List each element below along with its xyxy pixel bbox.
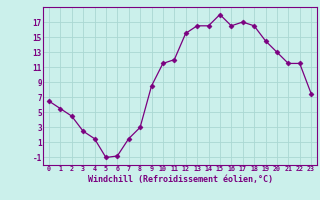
X-axis label: Windchill (Refroidissement éolien,°C): Windchill (Refroidissement éolien,°C): [87, 175, 273, 184]
